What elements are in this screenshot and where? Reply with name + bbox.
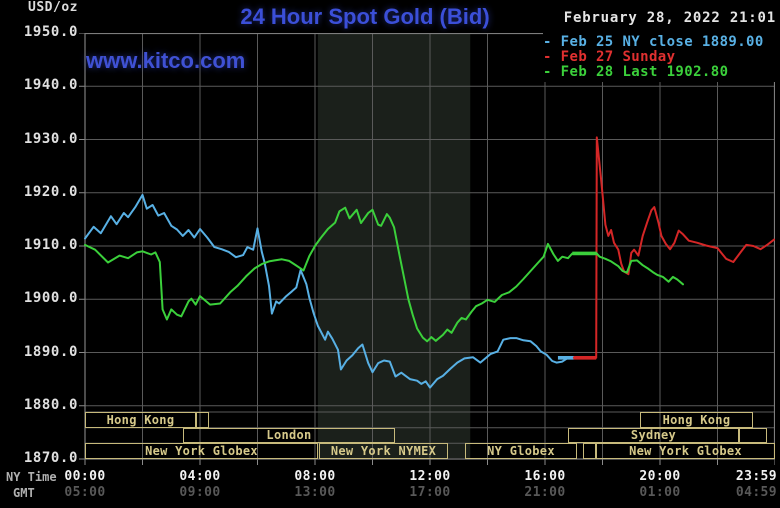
session-box-segment xyxy=(196,412,209,428)
gmt-tick-09:00: 09:00 xyxy=(179,485,221,500)
gmt-tick-04:59: 04:59 xyxy=(735,485,777,500)
ny-time-tick-23:59: 23:59 xyxy=(735,469,777,484)
y-tick-label: 1930.0 xyxy=(23,130,78,147)
ny-time-tick-00:00: 00:00 xyxy=(64,469,106,484)
y-tick-label: 1910.0 xyxy=(23,237,78,253)
y-tick-label: 1880.0 xyxy=(23,396,78,413)
ny-time-tick-20:00: 20:00 xyxy=(639,469,681,484)
y-tick-label: 1870.0 xyxy=(23,450,78,466)
session-box-segment xyxy=(583,443,596,459)
session-box-segment xyxy=(739,427,767,444)
gmt-tick-05:00: 05:00 xyxy=(64,485,106,500)
legend-item: - Feb 25 NY close 1889.00 xyxy=(543,34,764,50)
session-box-new-york-nymex: New York NYMEX xyxy=(319,443,448,459)
kitco-watermark-link[interactable]: www.kitco.com xyxy=(86,48,246,73)
page-title: 24 Hour Spot Gold (Bid) xyxy=(240,4,490,29)
ny-time-tick-04:00: 04:00 xyxy=(179,469,221,484)
session-box-hong-kong: Hong Kong xyxy=(85,412,196,428)
gmt-tick-21:00: 21:00 xyxy=(524,485,566,500)
series-line-feb-27-sunday xyxy=(572,136,775,359)
legend-item: - Feb 28 Last 1902.80 xyxy=(543,64,729,80)
ny-time-tick-16:00: 16:00 xyxy=(524,469,566,484)
session-box-ny-globex: NY Globex xyxy=(465,443,577,459)
plot-area xyxy=(79,33,775,465)
y-tick-label: 1890.0 xyxy=(23,343,78,360)
gmt-tick-01:00: 01:00 xyxy=(639,485,681,500)
ny-time-axis-caption: NY Time xyxy=(6,470,57,484)
y-tick-label: 1950.0 xyxy=(23,24,78,40)
session-box-hong-kong: Hong Kong xyxy=(640,412,753,428)
gmt-tick-17:00: 17:00 xyxy=(409,485,451,500)
y-tick-label: 1940.0 xyxy=(23,77,78,94)
legend-item: - Feb 27 Sunday xyxy=(543,49,676,65)
session-box-new-york-globex: New York Globex xyxy=(85,443,318,459)
session-box-new-york-globex: New York Globex xyxy=(596,443,775,459)
ny-time-tick-08:00: 08:00 xyxy=(294,469,336,484)
session-box-london: London xyxy=(183,427,395,444)
series-line-feb-28-last-1902-80 xyxy=(84,206,684,343)
ny-time-tick-12:00: 12:00 xyxy=(409,469,451,484)
gmt-tick-13:00: 13:00 xyxy=(294,485,336,500)
legend: - Feb 25 NY close 1889.00- Feb 27 Sunday… xyxy=(543,33,776,82)
gmt-axis-caption: GMT xyxy=(13,486,35,500)
chart-timestamp: February 28, 2022 21:01 xyxy=(563,10,776,26)
series-line-feb-25-ny-close-1889-00 xyxy=(84,193,575,389)
session-box-sydney: Sydney xyxy=(568,427,739,444)
y-tick-label: 1900.0 xyxy=(23,290,78,307)
y-tick-label: 1920.0 xyxy=(23,183,78,200)
plot-frame xyxy=(84,33,775,460)
y-axis-units-label: USD/oz xyxy=(28,0,78,15)
